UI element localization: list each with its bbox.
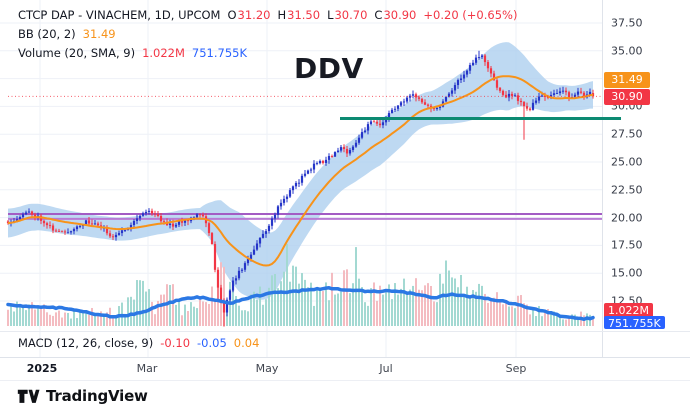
volume-sma-badge: 751.755K	[604, 316, 665, 329]
high-value: H 31.50	[277, 8, 321, 22]
legend-volume-row[interactable]: Volume (20, SMA, 9) 1.022M 751.755K	[18, 44, 517, 63]
legend-bb-row[interactable]: BB (20, 2) 31.49	[18, 25, 517, 44]
time-axis[interactable]: 2025 Mar May Jul Sep	[0, 357, 690, 381]
bb-label: BB (20, 2)	[18, 27, 76, 41]
price-axis-label: 27.50	[611, 127, 643, 141]
price-axis-label: 35.00	[611, 44, 643, 58]
change-value: +0.20 (+0.65%)	[423, 8, 518, 22]
macd-label: MACD (12, 26, close, 9)	[18, 336, 154, 350]
bb-basis-badge: 31.49	[604, 72, 650, 88]
macd-signal-value: 0.04	[233, 336, 260, 350]
pane-separator[interactable]	[0, 331, 690, 332]
price-axis-label: 17.50	[611, 238, 643, 252]
price-chart-canvas[interactable]	[0, 0, 602, 357]
time-axis-label: Jul	[379, 362, 393, 375]
price-axis-label: 37.50	[611, 16, 643, 30]
low-value: L 30.70	[327, 8, 368, 22]
volume-value: 1.022M	[142, 46, 185, 60]
macd-line-value: -0.05	[197, 336, 227, 350]
tradingview-logo-icon	[17, 389, 40, 403]
price-axis-label: 15.00	[611, 266, 643, 280]
macd-hist-value: -0.10	[160, 336, 191, 350]
last-price-badge: 30.90	[604, 89, 650, 105]
volume-badge: 1.022M	[604, 303, 653, 319]
close-value: C 30.90	[374, 8, 417, 22]
price-axis-label: 25.00	[611, 155, 643, 169]
time-axis-label: Mar	[136, 362, 158, 375]
symbol-title: CTCP DAP - VINACHEM, 1D, UPCOM	[18, 8, 221, 22]
symbol-watermark: DDV	[294, 52, 364, 85]
volume-label: Volume (20, SMA, 9)	[18, 46, 136, 60]
price-axis-label: 22.50	[611, 183, 643, 197]
tradingview-logo-text: TradingView	[46, 386, 148, 405]
tradingview-logo[interactable]: TradingView	[17, 386, 148, 405]
legend-macd-row[interactable]: MACD (12, 26, close, 9) -0.10 -0.05 0.04	[18, 336, 259, 350]
open-value: O 31.20	[227, 8, 271, 22]
bb-basis-value: 31.49	[82, 27, 116, 41]
price-axis[interactable]: 31.49 30.90 1.022M 751.755K 37.50 35.00 30…	[602, 0, 690, 380]
price-axis-label: 20.00	[611, 211, 643, 225]
time-axis-label: Sep	[505, 362, 527, 375]
volume-sma-value: 751.755K	[191, 46, 248, 60]
time-axis-label: 2025	[26, 362, 58, 375]
time-axis-label: May	[255, 362, 279, 375]
